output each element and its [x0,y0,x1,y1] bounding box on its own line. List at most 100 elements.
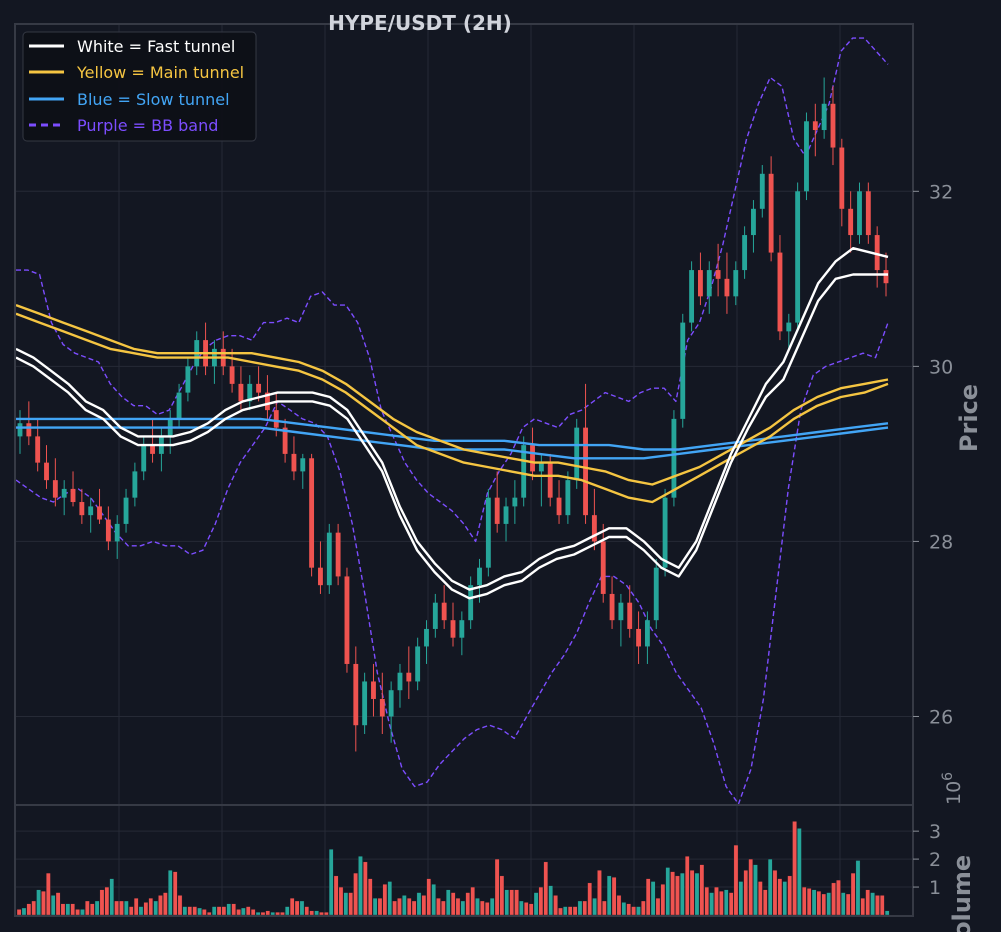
volume-bar [387,881,393,916]
volume-bar [275,912,280,916]
volume-bar [689,870,695,916]
volume-bar [777,878,783,916]
volume-bar [177,895,183,916]
candle-body [777,252,783,332]
candle-body [574,427,580,481]
candle-body [362,681,368,726]
candle-body [176,392,182,419]
volume-bar [587,882,592,916]
legend-box [22,31,257,142]
volume-bar [441,900,446,916]
volume-bar [485,902,490,916]
volume-bar [460,900,466,916]
volume-bar [685,856,690,916]
volume-bar [104,886,110,916]
candle-body [697,270,703,297]
volume-bar [504,889,510,916]
volume-bar [124,900,129,916]
price-tick-26: 26 [929,706,953,728]
candle-body [627,602,633,629]
candle-body [821,103,827,131]
volume-panel-frame [14,804,914,917]
volume-bar [592,898,597,916]
volume-bar [611,877,617,916]
legend-item-main: Yellow = Main tunnel [76,63,244,82]
volume-bar [480,900,485,916]
volume-bar [250,909,256,916]
price-tick-28: 28 [929,531,953,553]
candle-body [123,497,129,524]
candle-body [105,519,111,542]
volume-bar [129,906,134,916]
volume-bar [582,900,588,916]
candle-body [52,480,58,498]
volume-bar [187,906,192,916]
volume-bar [85,900,90,916]
price-axis-label: Price [955,384,983,452]
candle-body [282,427,288,454]
volume-bar [207,912,212,916]
candle-body [132,471,138,498]
volume-bar [563,906,568,916]
slow-tunnel-line-1 [16,426,889,460]
fast-tunnel-line-1 [15,273,888,600]
volume-bar [548,885,553,916]
candle-body [839,147,845,209]
volume-bar [870,892,875,916]
volume-bar [806,888,812,916]
candle-body [503,506,509,524]
volume-bar [411,900,417,916]
volume-bar [884,910,890,916]
candle-body [662,497,668,568]
legend-item-fast: White = Fast tunnel [77,37,235,56]
volume-bar [324,912,329,916]
volume-bar [148,898,153,916]
candle-body [432,602,438,629]
volume-bar [319,912,324,916]
candle-body [44,462,49,481]
candle-body [273,410,279,428]
candle-body [706,270,712,297]
volume-bar [168,870,173,916]
volume-bar [70,903,75,916]
candle-body [256,383,262,393]
volume-bar [211,906,217,916]
volume-bar [285,906,290,916]
volume-bar [114,900,119,916]
candle-body [768,173,774,253]
candle-body [415,646,421,682]
volume-bar [680,872,685,916]
volume-bar [645,878,651,916]
volume-bar [733,844,739,916]
volume-bar [197,907,202,916]
volume-bar [533,892,539,916]
volume-bar [763,889,768,916]
volume-bar [280,912,285,916]
candle-body [485,497,491,568]
volume-bar [514,889,519,916]
volume-bar [163,892,168,916]
volume-bar [558,907,563,916]
fast-tunnel-line-0 [15,246,889,591]
volume-bar [621,902,627,916]
candle-body [591,515,597,542]
volume-bar [328,849,334,916]
volume-bar [431,884,436,916]
volume-bar [338,886,344,916]
volume-tick-3: 3 [929,821,941,843]
volume-bar [850,872,856,916]
volume-bar [831,882,836,916]
volume-bar [99,889,105,916]
volume-bar [80,909,85,916]
volume-bar [675,875,680,916]
fast-tunnel [15,246,889,600]
volume-bar [299,900,305,916]
volume-bar [36,889,41,916]
volume-panel: 123 Volume 106 [14,772,976,932]
candle-body [680,322,686,419]
volume-bar [143,902,149,916]
candle-body [830,103,836,148]
volume-bar [572,906,578,916]
candle-body [335,532,341,577]
